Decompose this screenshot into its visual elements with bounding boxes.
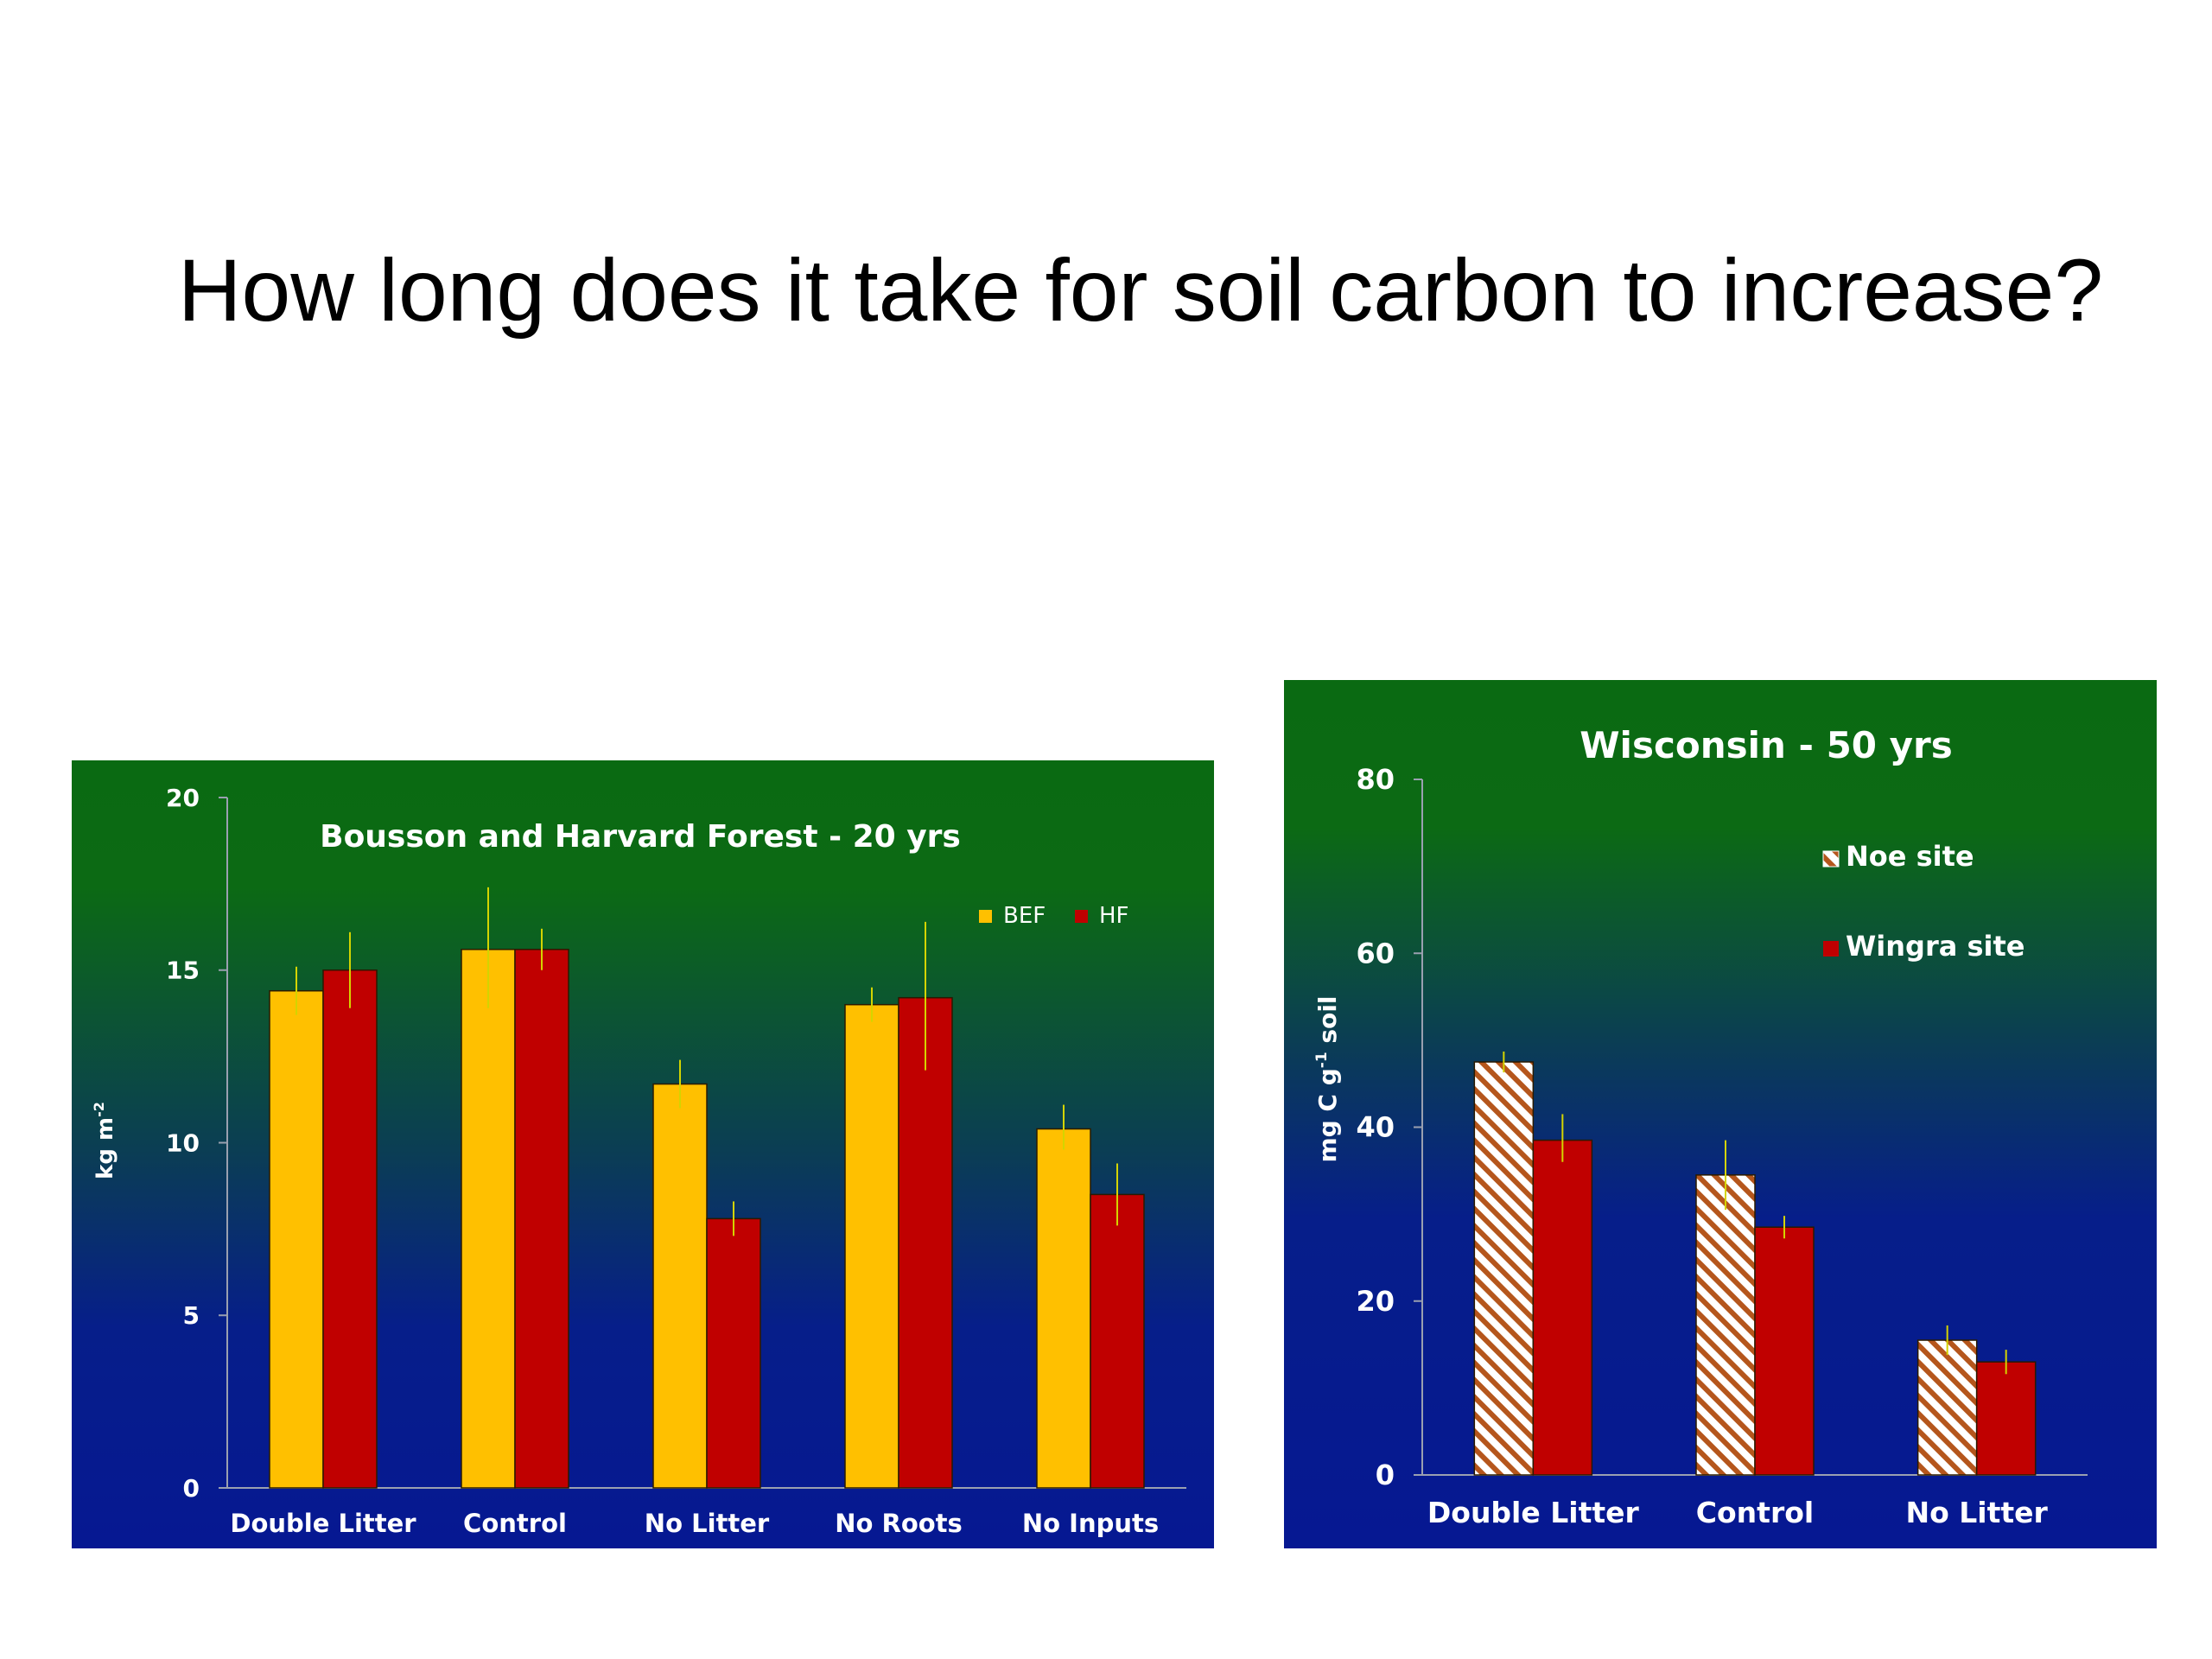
left-category-label-control: Control xyxy=(463,1509,567,1538)
left-category-label-no-litter: No Litter xyxy=(645,1509,770,1538)
right-category-label-double-litter: Double Litter xyxy=(1427,1496,1640,1529)
left-category-label-double-litter: Double Litter xyxy=(230,1509,416,1538)
right-bar-noe-site-no-litter xyxy=(1916,1339,1978,1476)
right-ytick-label: 0 xyxy=(1376,1459,1395,1491)
left-ytick-label: 10 xyxy=(166,1128,200,1157)
chart-wisconsin: 0 20 40 60 80 Double Litter Control No Litter W… xyxy=(1284,680,2157,1548)
left-bar-bef-no-inputs xyxy=(1036,1128,1091,1489)
left-bar-hf-no-inputs xyxy=(1090,1193,1145,1489)
chart-left-title: Bousson and Harvard Forest - 20 yrs xyxy=(320,819,961,855)
left-ytick-label: 15 xyxy=(166,957,200,985)
right-bar-wingra-site-control xyxy=(1754,1226,1815,1476)
chart-left-svg: 0 5 10 15 20 Double Litter Control No Litter No … xyxy=(72,760,1214,1548)
left-bar-hf-no-litter xyxy=(706,1217,761,1489)
left-bar-bef-no-litter xyxy=(652,1083,708,1489)
right-bar-noe-site-double-litter xyxy=(1473,1061,1535,1476)
right-ytick-label: 40 xyxy=(1356,1111,1395,1144)
right-ytick-label: 60 xyxy=(1356,937,1395,969)
left-bar-bef-double-litter xyxy=(269,989,324,1489)
chart-left-ylabel: kg m-2 xyxy=(91,1102,118,1179)
legend-swatch-bef xyxy=(979,910,992,923)
legend-swatch-noe xyxy=(1822,850,1840,868)
legend-swatch-hf xyxy=(1075,910,1088,923)
legend-label-wingra: Wingra site xyxy=(1846,930,2024,963)
left-bar-hf-no-roots xyxy=(898,996,953,1489)
right-bar-noe-site-control xyxy=(1695,1174,1756,1476)
chart-right-svg: 0 20 40 60 80 Double Litter Control No Litter W… xyxy=(1284,680,2157,1548)
left-category-label-no-inputs: No Inputs xyxy=(1022,1509,1159,1538)
right-bar-wingra-site-double-litter xyxy=(1532,1139,1593,1476)
legend-label-noe: Noe site xyxy=(1846,840,1974,873)
legend-label-hf: HF xyxy=(1099,903,1129,929)
left-bar-hf-control xyxy=(514,949,569,1489)
chart-bousson-harvard: 0 5 10 15 20 Double Litter Control No Litter No … xyxy=(72,760,1214,1548)
left-ytick-label: 5 xyxy=(183,1301,200,1330)
chart-right-ylabel: mg C g-1 soil xyxy=(1313,995,1342,1162)
chart-left-background xyxy=(72,760,1214,1548)
right-ytick-label: 20 xyxy=(1356,1285,1395,1318)
slide-title: How long does it take for soil carbon to… xyxy=(177,241,2104,340)
left-bar-bef-no-roots xyxy=(844,1003,899,1489)
left-bar-hf-double-litter xyxy=(322,969,378,1489)
legend-swatch-wingra xyxy=(1823,941,1839,957)
legend-label-bef: BEF xyxy=(1003,903,1046,929)
left-ytick-label: 20 xyxy=(166,784,200,812)
chart-right-title: Wisconsin - 50 yrs xyxy=(1580,724,1953,766)
left-bar-bef-control xyxy=(461,949,516,1489)
right-category-label-control: Control xyxy=(1696,1496,1814,1529)
right-category-label-no-litter: No Litter xyxy=(1906,1496,2049,1529)
left-ytick-label: 0 xyxy=(183,1474,200,1503)
left-category-label-no-roots: No Roots xyxy=(835,1509,963,1538)
right-ytick-label: 80 xyxy=(1356,763,1395,796)
right-bar-wingra-site-no-litter xyxy=(1975,1361,2037,1476)
